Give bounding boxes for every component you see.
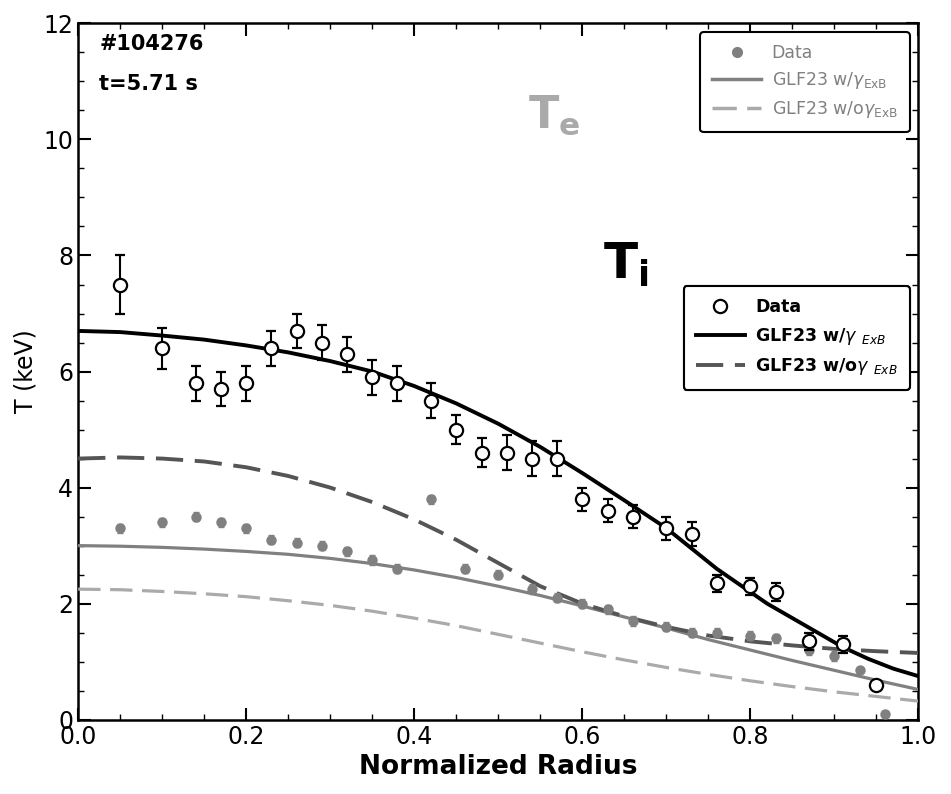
Text: $\mathbf{T_e}$: $\mathbf{T_e}$	[528, 94, 580, 137]
Y-axis label: T (keV): T (keV)	[14, 330, 38, 414]
Text: $\mathbf{T_i}$: $\mathbf{T_i}$	[603, 241, 650, 290]
X-axis label: Normalized Radius: Normalized Radius	[359, 754, 637, 781]
Text: t=5.71 s: t=5.71 s	[99, 74, 198, 94]
Text: #104276: #104276	[99, 33, 204, 53]
Legend: Data, GLF23 w/$\gamma$ $_{ExB}$, GLF23 w/o$\gamma$ $_{ExB}$: Data, GLF23 w/$\gamma$ $_{ExB}$, GLF23 w…	[684, 286, 910, 390]
